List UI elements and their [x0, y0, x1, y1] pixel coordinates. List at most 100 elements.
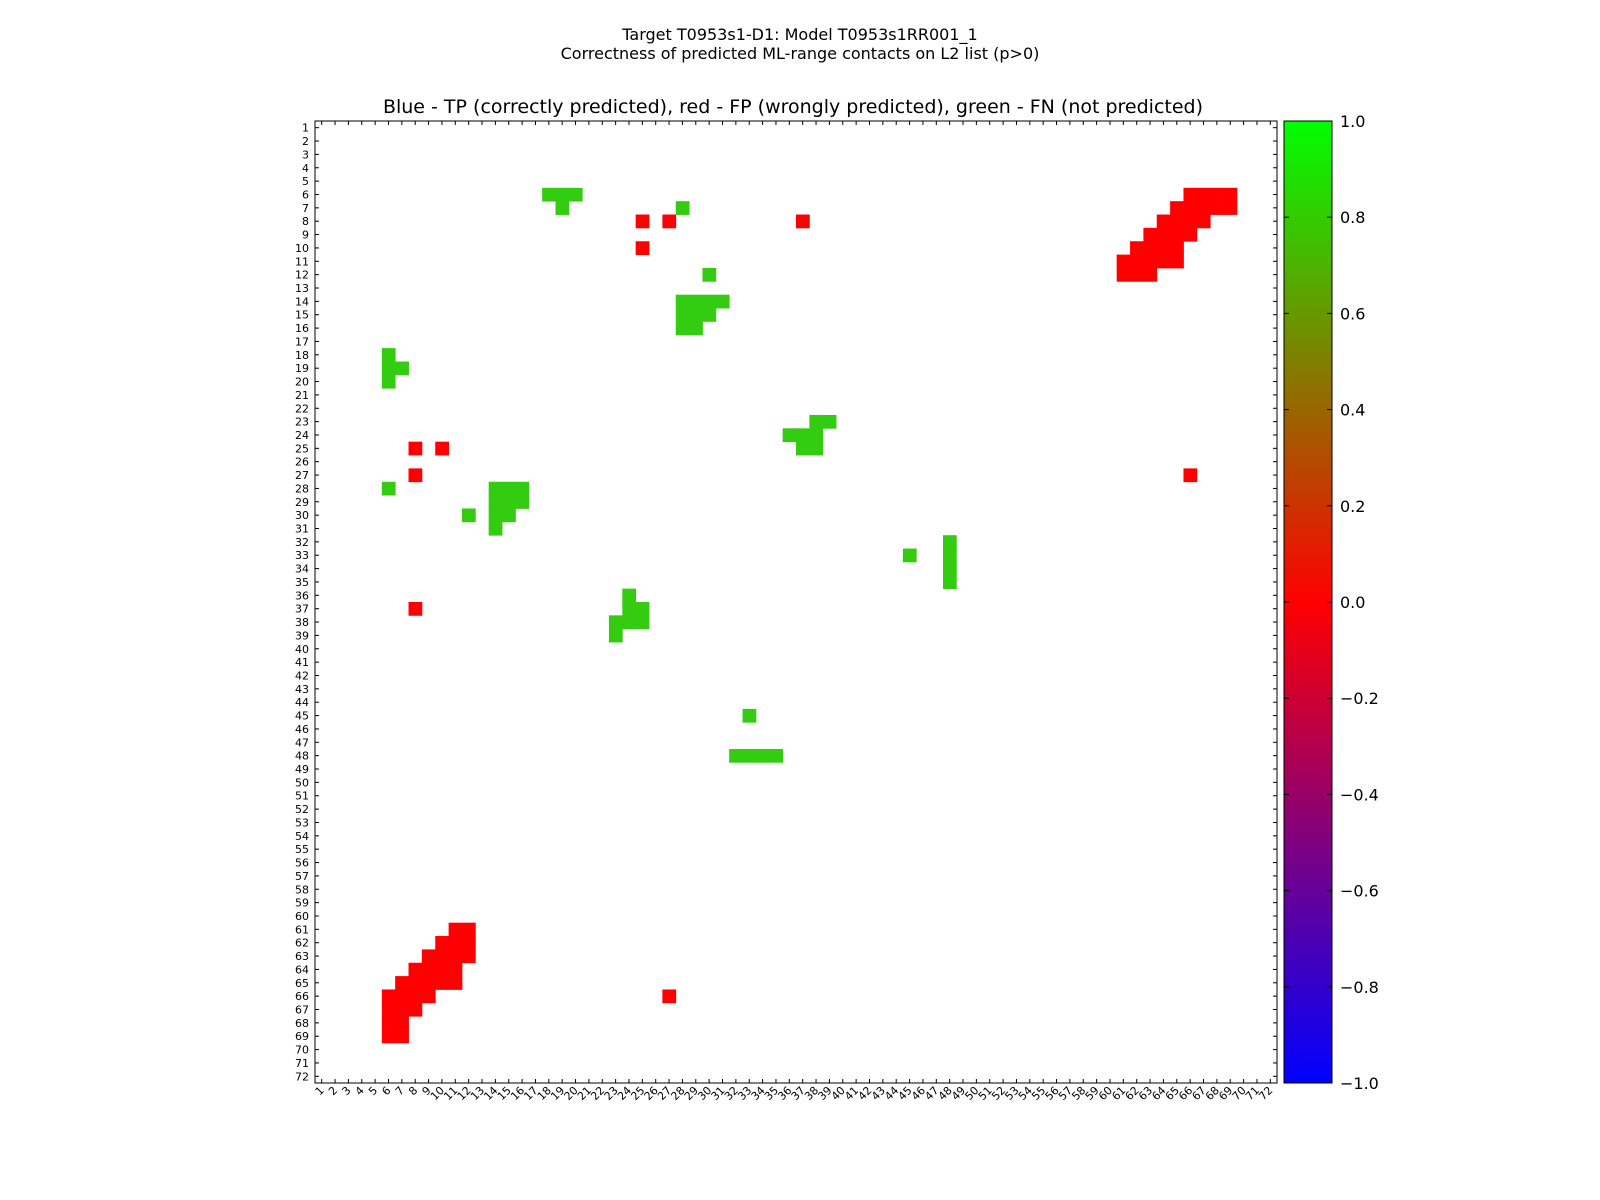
x-tick-label: 7: [393, 1084, 407, 1098]
fp-cell: [381, 989, 396, 1004]
fp-cell: [1196, 201, 1211, 215]
y-tick-label: 40: [295, 643, 309, 656]
fn-cell: [942, 561, 957, 576]
fp-cell: [1143, 254, 1158, 269]
y-tick-label: 4: [302, 162, 309, 175]
y-tick-label: 55: [295, 843, 309, 856]
fp-cell: [796, 214, 810, 229]
x-tick-label: 1: [313, 1084, 327, 1098]
y-tick-label: 49: [295, 763, 309, 776]
fn-cell: [502, 481, 516, 496]
fn-cell: [689, 321, 703, 336]
fp-cell: [448, 936, 463, 950]
y-tick-label: 47: [295, 736, 309, 749]
y-tick-label: 15: [295, 309, 309, 322]
fp-cell: [381, 1029, 396, 1044]
fp-cell: [448, 976, 463, 990]
fp-cell: [421, 962, 436, 977]
fn-cell: [809, 428, 824, 443]
fn-cell: [702, 308, 717, 322]
x-tick-label: 8: [406, 1084, 420, 1098]
y-tick-label: 64: [295, 963, 309, 976]
y-tick-label: 9: [302, 229, 309, 242]
x-tick-label: 5: [366, 1084, 380, 1098]
fp-cell: [1143, 241, 1158, 256]
y-tick-label: 69: [295, 1030, 309, 1043]
fn-cell: [502, 508, 516, 523]
fp-cell: [435, 441, 450, 456]
fn-cell: [822, 414, 837, 429]
y-tick-label: 23: [295, 416, 309, 429]
y-tick-label: 37: [295, 603, 309, 616]
colorbar-tick-label: 0.4: [1340, 401, 1365, 420]
y-tick-label: 12: [295, 269, 309, 282]
fp-cell: [1210, 201, 1224, 215]
y-tick-label: 21: [295, 389, 309, 402]
fn-cell: [902, 548, 917, 563]
colorbar: 1.0 0.8 0.6 0.4 0.2 0.0 −0.2 −0.4 −0.6 −0.8 −1.0: [1283, 112, 1379, 1093]
y-tick-label: 30: [295, 509, 309, 522]
fp-cell: [1130, 254, 1144, 269]
y-tick-label: 50: [295, 776, 309, 789]
fn-cell: [635, 615, 650, 630]
colorbar-ticks: 1.0 0.8 0.6 0.4 0.2 0.0 −0.2 −0.4 −0.6 −0.8 −1.0: [1284, 112, 1379, 1093]
y-tick-label: 62: [295, 937, 309, 950]
y-tick-label: 27: [295, 469, 309, 482]
y-tick-label: 61: [295, 923, 309, 936]
colorbar-tick-label: −0.6: [1340, 882, 1379, 901]
fn-cell: [502, 495, 516, 509]
fn-cell: [635, 602, 650, 616]
fp-cell: [1156, 227, 1171, 242]
fp-cell: [1210, 187, 1224, 202]
colorbar-gradient: [1283, 120, 1333, 1084]
fn-cell: [742, 708, 757, 723]
y-tick-label: 57: [295, 870, 309, 883]
y-tick-label: 51: [295, 790, 309, 803]
fp-cell: [662, 989, 677, 1004]
fp-cell: [435, 949, 450, 964]
fp-cell: [435, 962, 450, 977]
fp-cell: [1130, 267, 1144, 282]
fp-cell: [395, 989, 409, 1004]
fn-cell: [381, 361, 396, 376]
axis-ticks: [315, 121, 1277, 1083]
y-tick-label: 56: [295, 857, 309, 870]
colorbar-tick-label: −1.0: [1340, 1074, 1379, 1093]
y-tick-label: 1: [302, 122, 309, 135]
fn-cell: [515, 495, 530, 509]
fn-cell: [622, 602, 637, 616]
fn-cell: [942, 548, 957, 563]
fp-cell: [1130, 241, 1144, 256]
fn-cell: [542, 187, 556, 202]
fn-cell: [461, 508, 476, 523]
y-tick-label: 48: [295, 750, 309, 763]
y-tick-label: 63: [295, 950, 309, 963]
y-tick-label: 22: [295, 402, 309, 415]
fp-cell: [408, 976, 423, 990]
fn-cell: [381, 374, 396, 389]
fp-cell: [1223, 187, 1238, 202]
fp-cell: [635, 214, 650, 229]
fp-cell: [461, 949, 476, 964]
x-tick-label: 6: [379, 1084, 393, 1098]
plot-background: [315, 121, 1277, 1083]
fp-cell: [408, 989, 423, 1004]
fn-cell: [729, 748, 743, 763]
x-tick-label: 3: [339, 1084, 353, 1098]
fp-cell: [1183, 201, 1198, 215]
fn-cell: [675, 321, 690, 336]
fn-cell: [622, 615, 637, 630]
y-tick-label: 33: [295, 549, 309, 562]
y-tick-label: 54: [295, 830, 309, 843]
fn-cell: [381, 348, 396, 362]
fn-cell: [769, 748, 784, 763]
x-tick-label: 4: [353, 1084, 367, 1098]
fp-cell: [1170, 254, 1184, 269]
fn-cell: [675, 308, 690, 322]
fp-cell: [1183, 227, 1198, 242]
y-tick-label: 10: [295, 242, 309, 255]
fn-cell: [555, 187, 570, 202]
fp-cell: [1116, 267, 1131, 282]
fn-cell: [608, 628, 623, 643]
